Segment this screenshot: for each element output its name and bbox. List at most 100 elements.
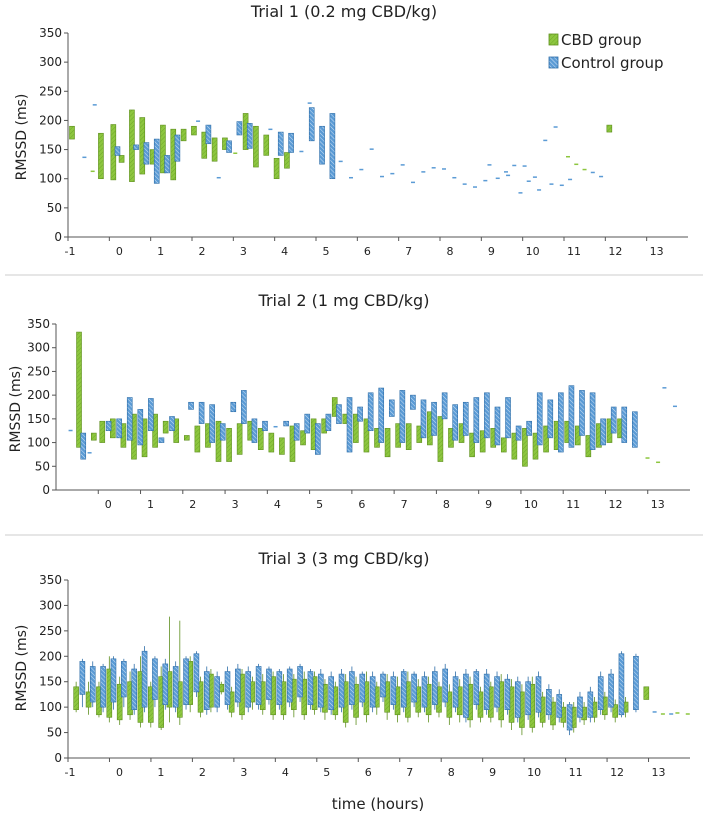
control-point: [431, 167, 436, 169]
control-box: [283, 420, 289, 427]
control-box: [131, 668, 137, 710]
control-box: [100, 666, 106, 708]
cbd-box: [236, 423, 243, 455]
cbd-box: [500, 437, 507, 453]
cbd-box: [268, 432, 275, 453]
control-box: [494, 406, 501, 446]
control-box: [293, 423, 300, 441]
control-box: [388, 399, 395, 417]
control-point: [216, 176, 221, 179]
control-point: [518, 192, 523, 194]
cbd-point: [574, 163, 579, 166]
control-box: [357, 406, 363, 422]
control-box: [568, 385, 575, 448]
x-tick-label: 0: [105, 498, 112, 511]
x-tick-label: 5: [323, 245, 330, 258]
control-box: [183, 658, 189, 705]
x-tick-label: 1: [157, 766, 164, 779]
control-box: [121, 661, 127, 698]
control-box: [556, 694, 563, 718]
x-tick-label: 3: [240, 766, 247, 779]
cbd-box: [384, 428, 391, 458]
cbd-box: [211, 137, 218, 162]
control-box: [452, 404, 458, 441]
x-tick-label: 11: [569, 766, 583, 779]
y-tick-label: 50: [47, 726, 62, 740]
cbd-box: [284, 152, 290, 169]
control-box: [214, 676, 220, 708]
control-box: [255, 666, 262, 705]
control-point: [82, 156, 87, 159]
cbd-box: [446, 691, 453, 718]
trial-3-title: Trial 3 (3 mg CBD/kg): [258, 549, 430, 568]
control-box: [610, 406, 617, 434]
x-tick-label: 9: [489, 766, 496, 779]
control-box: [338, 673, 345, 708]
cbd-box: [543, 425, 549, 453]
x-tick-label: 13: [650, 245, 664, 258]
x-tick-label: 11: [566, 498, 580, 511]
x-tick-label: 9: [488, 245, 495, 258]
control-box: [188, 401, 194, 410]
control-point: [526, 180, 531, 182]
control-point: [462, 183, 467, 185]
control-box: [325, 413, 332, 432]
y-tick-label: 300: [39, 55, 62, 69]
cbd-box: [215, 420, 222, 462]
cbd-point: [685, 713, 690, 715]
x-tick-label: -1: [65, 245, 76, 258]
control-box: [236, 121, 243, 136]
control-point: [369, 148, 374, 150]
cbd-box: [353, 413, 359, 443]
y-tick-label: 350: [39, 26, 62, 40]
control-box: [164, 155, 170, 174]
y-tick-label: 250: [39, 84, 62, 98]
control-box: [133, 144, 139, 150]
cbd-box: [300, 430, 306, 446]
x-tick-label: 10: [527, 766, 541, 779]
cbd-box: [73, 686, 79, 710]
control-box: [525, 681, 531, 716]
control-box: [380, 673, 386, 698]
control-point: [338, 160, 343, 163]
control-box: [473, 397, 480, 443]
control-box: [226, 140, 232, 153]
control-point: [549, 183, 554, 185]
cbd-box: [160, 124, 166, 174]
x-tick-label: 6: [365, 766, 372, 779]
trial-1-ylabel: RMSSD (ms): [14, 94, 30, 181]
control-point: [532, 176, 537, 178]
control-box: [431, 401, 437, 436]
legend-cbd-swatch: [548, 33, 559, 46]
x-tick-label: 1: [147, 498, 154, 511]
control-point: [87, 452, 92, 454]
control-point: [543, 139, 548, 142]
control-box: [162, 663, 169, 705]
control-point: [553, 126, 558, 128]
control-box: [515, 425, 522, 441]
cbd-box: [118, 155, 125, 163]
y-tick-label: 350: [39, 573, 62, 587]
control-box: [319, 125, 325, 165]
cbd-box: [612, 704, 619, 718]
control-box: [473, 671, 480, 705]
control-point: [522, 165, 527, 167]
control-box: [317, 673, 324, 708]
cbd-box: [437, 416, 444, 462]
cbd-box: [606, 124, 613, 133]
x-tick-label: 5: [316, 498, 323, 511]
cbd-box: [257, 428, 264, 450]
control-box: [514, 681, 521, 718]
control-box: [452, 676, 459, 708]
control-point: [268, 128, 273, 131]
control-point: [473, 186, 477, 188]
control-box: [152, 658, 158, 700]
x-tick-label: 4: [274, 498, 281, 511]
cbd-box: [180, 128, 187, 142]
control-box: [126, 397, 133, 441]
cbd-box: [226, 428, 232, 462]
control-box: [633, 655, 639, 710]
x-tick-label: 12: [608, 245, 622, 258]
control-point: [411, 181, 415, 184]
